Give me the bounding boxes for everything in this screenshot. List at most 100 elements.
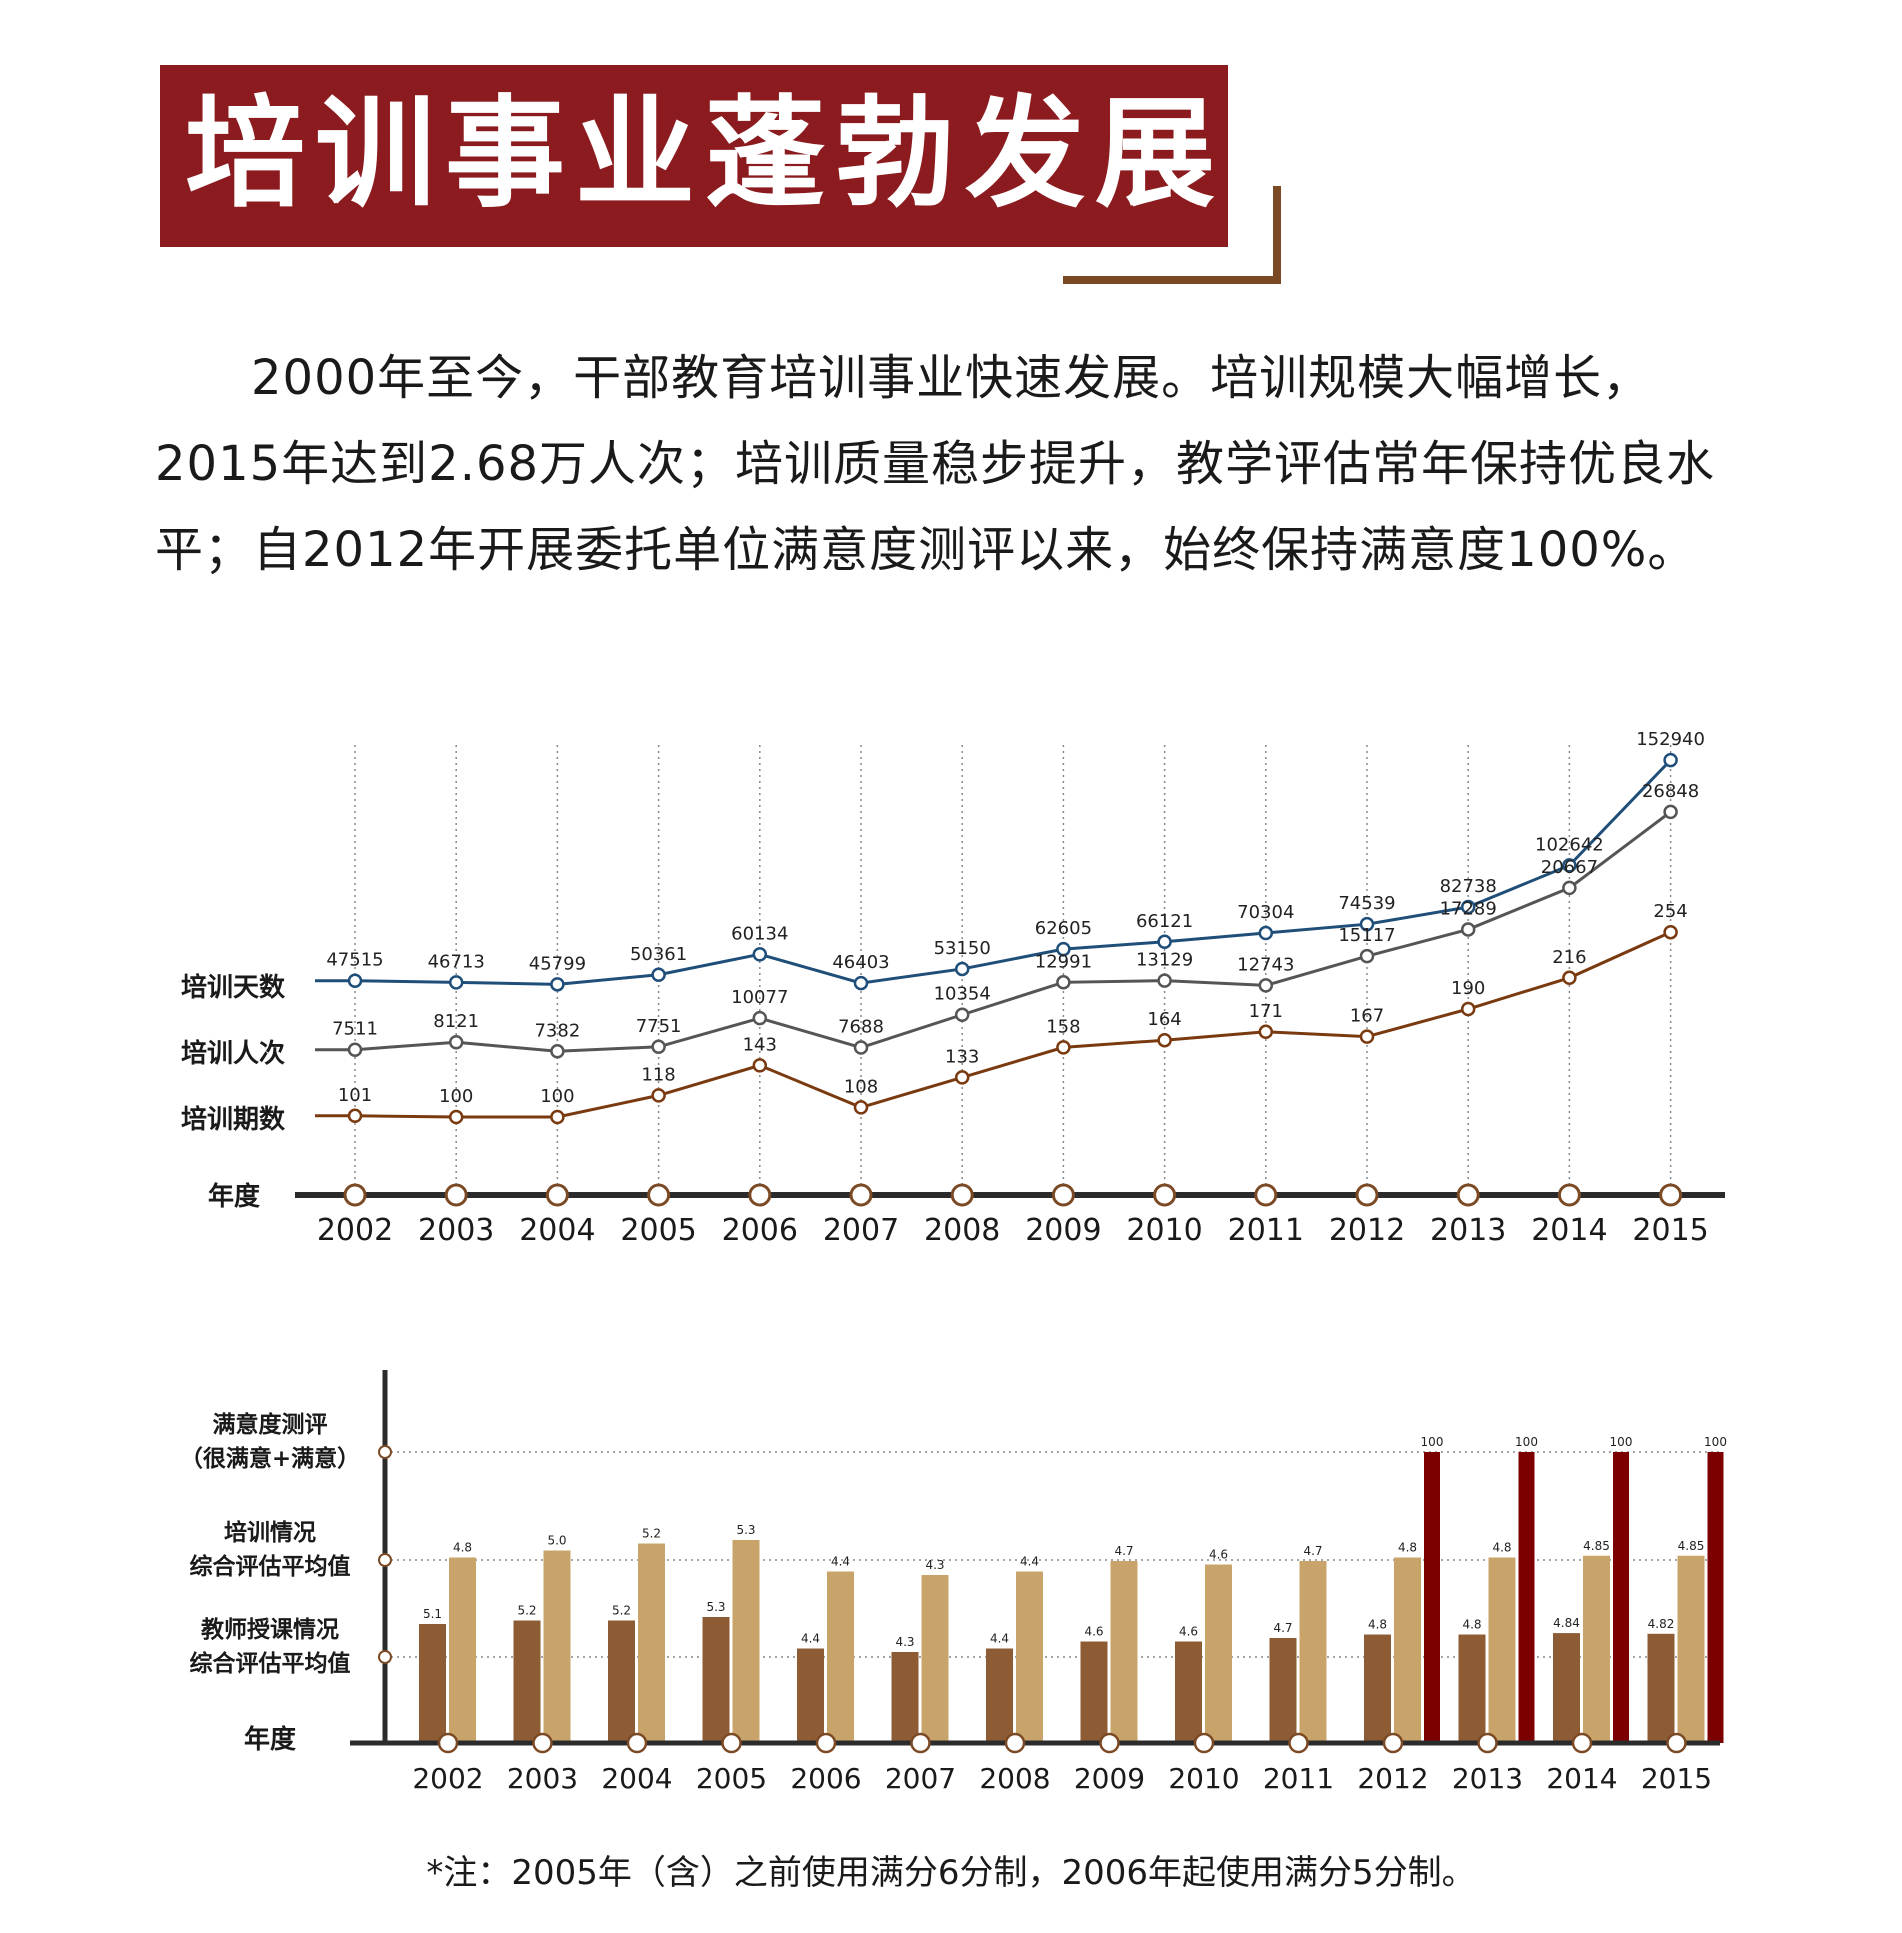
tick-label: 2005 bbox=[620, 1213, 696, 1248]
series-line bbox=[315, 930, 1672, 1119]
tick-label: 2015 bbox=[1641, 1762, 1712, 1795]
data-label: 10354 bbox=[934, 984, 991, 1005]
bar-teacher bbox=[986, 1648, 1013, 1743]
data-label: 101 bbox=[338, 1085, 372, 1106]
axis-marker bbox=[1477, 1732, 1498, 1754]
bar-label: 4.8 bbox=[1398, 1541, 1417, 1555]
data-point bbox=[853, 1040, 869, 1055]
bar-label: 4.85 bbox=[1678, 1539, 1705, 1553]
bar-training bbox=[543, 1550, 571, 1743]
series-line bbox=[315, 759, 1672, 986]
axis-marker bbox=[1382, 1732, 1404, 1754]
data-point bbox=[347, 1042, 363, 1057]
axis-label: 年度 bbox=[208, 1181, 260, 1212]
intro-paragraph: 2000年至今，干部教育培训事业快速发展。培训规模大幅增长，2015年达到2.6… bbox=[155, 335, 1745, 593]
data-point bbox=[1460, 922, 1476, 937]
axis-marker bbox=[1557, 1183, 1581, 1207]
bar-label: 4.7 bbox=[1303, 1544, 1322, 1558]
bar-label: 5.2 bbox=[612, 1604, 631, 1618]
bar-teacher bbox=[419, 1624, 446, 1743]
bar-satisfaction bbox=[1613, 1452, 1629, 1743]
data-label: 100 bbox=[540, 1086, 574, 1107]
data-point bbox=[550, 1044, 565, 1059]
data-point bbox=[853, 1100, 869, 1115]
bar-label: 4.4 bbox=[801, 1632, 820, 1646]
tick-label: 2015 bbox=[1632, 1213, 1708, 1248]
axis-marker bbox=[437, 1732, 459, 1754]
bar-satisfaction bbox=[1424, 1452, 1440, 1743]
bar-satisfaction bbox=[1707, 1452, 1724, 1743]
bar-training bbox=[732, 1540, 760, 1743]
bar-training bbox=[1299, 1561, 1327, 1743]
bar-label: 4.4 bbox=[1020, 1555, 1039, 1569]
data-point bbox=[1359, 1029, 1375, 1044]
axis-marker bbox=[626, 1732, 648, 1754]
series-label: 培训人次 bbox=[181, 1039, 285, 1069]
bar-training bbox=[449, 1557, 476, 1743]
tick-label: 2005 bbox=[696, 1762, 767, 1795]
axis-marker bbox=[815, 1732, 837, 1754]
footnote: *注：2005年（含）之前使用满分6分制，2006年起使用满分5分制。 bbox=[426, 1853, 1476, 1893]
data-point bbox=[651, 967, 666, 983]
data-label: 26848 bbox=[1642, 781, 1699, 802]
axis-marker bbox=[1004, 1732, 1026, 1754]
data-label: 143 bbox=[743, 1034, 777, 1055]
page-title: 培训事业蓬勃发展 bbox=[185, 85, 1225, 224]
axis-marker bbox=[1254, 1183, 1278, 1207]
title-bracket-decoration bbox=[1063, 186, 1281, 284]
data-label: 15117 bbox=[1338, 925, 1395, 946]
bar-teacher bbox=[1647, 1633, 1675, 1743]
data-point bbox=[752, 947, 768, 962]
tick-label: 2012 bbox=[1329, 1213, 1405, 1248]
axis-marker bbox=[748, 1183, 772, 1207]
data-label: 66121 bbox=[1136, 911, 1193, 932]
bar-training bbox=[827, 1571, 854, 1743]
data-label: 7382 bbox=[534, 1020, 580, 1041]
data-point bbox=[1157, 934, 1172, 950]
data-label: 17289 bbox=[1440, 898, 1497, 919]
axis-marker bbox=[1051, 1183, 1075, 1207]
bar-satisfaction bbox=[1518, 1452, 1535, 1743]
axis-marker bbox=[1666, 1732, 1687, 1754]
reference-marker bbox=[378, 1553, 392, 1567]
data-label: 47515 bbox=[326, 950, 383, 971]
bar-training bbox=[1394, 1557, 1421, 1743]
data-label: 171 bbox=[1249, 1001, 1283, 1022]
data-label: 7751 bbox=[636, 1016, 682, 1037]
data-point bbox=[1562, 880, 1577, 896]
bar-teacher bbox=[891, 1652, 919, 1743]
axis-marker bbox=[1099, 1732, 1120, 1754]
axis-marker bbox=[1571, 1732, 1593, 1754]
data-point bbox=[1258, 1024, 1274, 1040]
row-label: 综合评估平均值 bbox=[190, 1553, 351, 1580]
bar-training bbox=[1016, 1571, 1043, 1743]
data-label: 7688 bbox=[838, 1017, 884, 1038]
reference-marker bbox=[378, 1445, 392, 1459]
axis-marker bbox=[444, 1183, 468, 1207]
data-label: 158 bbox=[1046, 1016, 1080, 1037]
bar-label: 5.0 bbox=[547, 1534, 566, 1548]
tick-label: 2004 bbox=[601, 1762, 672, 1795]
data-label: 12743 bbox=[1237, 954, 1294, 975]
data-point bbox=[1663, 924, 1678, 940]
data-point bbox=[347, 1108, 363, 1124]
series-label: 培训期数 bbox=[181, 1105, 286, 1135]
bar-label: 4.6 bbox=[1179, 1625, 1198, 1639]
row-label: 满意度测评 bbox=[213, 1411, 328, 1438]
axis-marker bbox=[1355, 1183, 1379, 1207]
bar-teacher bbox=[608, 1620, 635, 1743]
axis-marker bbox=[343, 1183, 367, 1207]
data-point bbox=[1056, 975, 1071, 990]
data-label: 70304 bbox=[1237, 902, 1294, 923]
data-point bbox=[954, 1007, 970, 1022]
bar-label: 5.1 bbox=[423, 1607, 442, 1621]
tick-label: 2002 bbox=[317, 1213, 393, 1248]
data-label: 216 bbox=[1552, 947, 1586, 968]
data-point bbox=[1663, 752, 1678, 768]
data-point bbox=[752, 1010, 768, 1026]
data-point bbox=[651, 1039, 666, 1055]
tick-label: 2008 bbox=[924, 1213, 1000, 1248]
data-label: 45799 bbox=[529, 953, 586, 974]
data-point bbox=[1056, 1040, 1071, 1055]
